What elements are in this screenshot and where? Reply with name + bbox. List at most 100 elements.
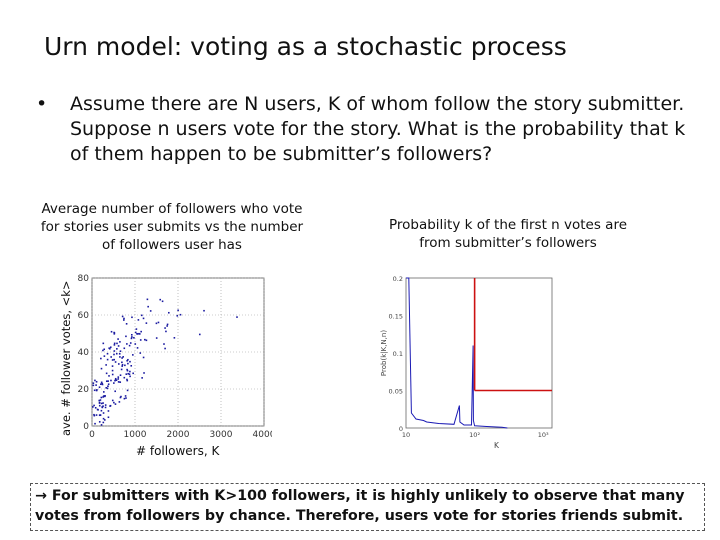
scatter-point <box>165 330 167 333</box>
scatter-point <box>105 387 108 389</box>
scatter-point <box>100 396 103 399</box>
conclusion-text: For submitters with K>100 followers, it … <box>35 488 685 524</box>
scatter-point <box>146 298 149 301</box>
scatter-point <box>121 361 123 364</box>
scatter-point <box>117 338 119 340</box>
scatter-point <box>161 300 164 303</box>
scatter-point <box>113 353 115 356</box>
scatter-point <box>126 343 128 345</box>
scatter-point <box>121 363 124 366</box>
scatter-point <box>147 305 149 308</box>
scatter-point <box>98 421 101 423</box>
scatter-y-tick-label: 20 <box>78 385 90 395</box>
scatter-point <box>142 356 145 359</box>
scatter-point <box>145 339 148 342</box>
prob-x-axis-label: K <box>494 441 500 450</box>
scatter-point <box>117 363 120 365</box>
scatter-point <box>164 327 166 329</box>
scatter-point <box>100 424 103 426</box>
scatter-point <box>113 382 115 384</box>
scatter-point <box>121 357 123 359</box>
scatter-point <box>125 323 128 325</box>
scatter-point <box>126 359 128 362</box>
scatter-point <box>107 410 110 412</box>
scatter-point <box>140 330 142 333</box>
scatter-point <box>157 321 160 324</box>
scatter-point <box>98 399 101 402</box>
scatter-point <box>108 375 110 377</box>
scatter-point <box>114 378 117 381</box>
scatter-point <box>121 315 124 318</box>
scatter-point <box>121 365 123 367</box>
scatter-point <box>93 389 96 392</box>
scatter-y-tick-label: 60 <box>78 311 90 321</box>
scatter-point <box>138 332 140 335</box>
scatter-point <box>102 417 105 420</box>
scatter-point <box>127 358 129 361</box>
scatter-point <box>134 331 137 334</box>
scatter-point <box>107 383 110 386</box>
scatter-point <box>236 316 238 318</box>
scatter-point <box>92 406 94 408</box>
scatter-point <box>110 330 113 333</box>
scatter-point <box>124 395 127 397</box>
scatter-point <box>198 333 201 336</box>
scatter-point <box>126 369 129 372</box>
scatter-point <box>118 401 121 403</box>
scatter-point <box>129 360 131 363</box>
scatter-point <box>137 319 140 321</box>
scatter-point <box>119 381 122 383</box>
scatter-point <box>111 369 114 372</box>
scatter-point <box>114 390 116 393</box>
scatter-point <box>124 364 126 367</box>
scatter-point <box>155 322 158 325</box>
scatter-point <box>131 336 133 338</box>
scatter-point <box>101 406 104 409</box>
scatter-point <box>92 384 95 387</box>
prob-curve <box>406 277 508 429</box>
scatter-x-tick-label: 2000 <box>167 430 190 440</box>
scatter-point <box>117 376 120 378</box>
scatter-point <box>111 365 114 367</box>
scatter-point <box>99 414 101 416</box>
scatter-point <box>115 379 118 382</box>
scatter-point <box>106 387 109 390</box>
right-chart-caption: Probability k of the first n votes are f… <box>388 217 628 251</box>
scatter-point <box>102 342 105 345</box>
scatter-point <box>113 358 115 361</box>
arrow-icon: → <box>35 488 47 504</box>
scatter-point <box>107 416 110 419</box>
scatter-point <box>133 336 135 339</box>
scatter-point <box>102 349 104 352</box>
scatter-point <box>103 419 106 421</box>
scatter-point <box>166 323 169 326</box>
scatter-point <box>95 414 98 416</box>
scatter-point <box>140 314 143 317</box>
scatter-point <box>134 343 137 345</box>
scatter-point <box>99 399 102 401</box>
prob-y-tick-label: 0.15 <box>389 313 403 321</box>
scatter-point <box>100 409 103 412</box>
scatter-point <box>143 372 145 374</box>
scatter-point <box>102 421 105 424</box>
scatter-point <box>126 368 128 371</box>
scatter-point <box>138 333 141 335</box>
left-chart-caption: Average number of followers who vote for… <box>40 201 304 253</box>
scatter-point <box>130 365 133 367</box>
scatter-point <box>129 375 131 378</box>
scatter-point <box>98 402 101 404</box>
scatter-point <box>132 354 134 356</box>
scatter-point <box>101 382 103 385</box>
probability-chart: 0 0.05 0.1 0.15 0.2 10 10² 10³ Prob(k|K,N,n) K <box>380 275 553 450</box>
scatter-point <box>102 405 104 407</box>
scatter-point <box>118 352 121 355</box>
scatter-point <box>136 347 139 349</box>
scatter-point <box>123 319 125 321</box>
scatter-point <box>115 352 118 355</box>
scatter-point <box>93 413 95 416</box>
scatter-point <box>104 395 106 398</box>
scatter-point <box>135 328 138 330</box>
scatter-point <box>107 380 109 382</box>
scatter-point <box>130 337 133 340</box>
scatter-point <box>102 412 105 414</box>
